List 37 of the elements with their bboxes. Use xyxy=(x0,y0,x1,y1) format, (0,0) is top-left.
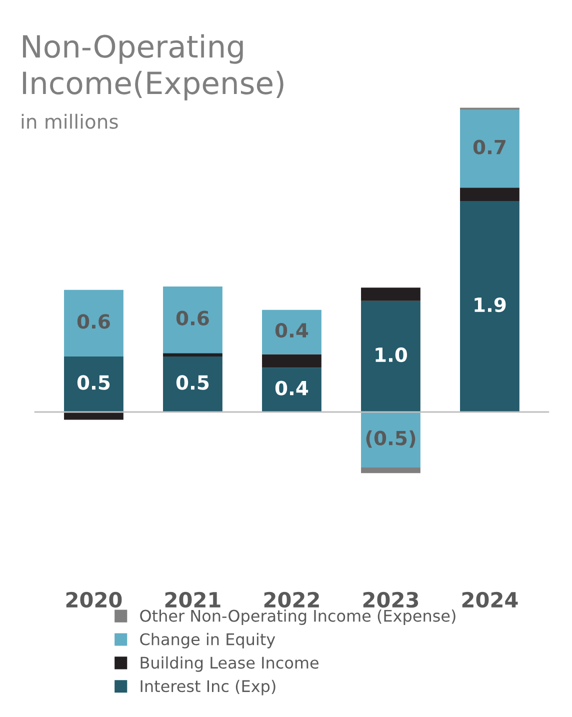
bar xyxy=(361,288,420,301)
bar xyxy=(460,110,520,188)
data-label: (0.5) xyxy=(366,430,416,448)
bar xyxy=(361,412,420,468)
bar xyxy=(361,468,420,474)
x-tick-label: 2024 xyxy=(462,592,518,608)
bar xyxy=(262,368,322,412)
bar xyxy=(163,353,222,356)
data-label: 0.5 xyxy=(77,375,110,390)
data-label: 0.4 xyxy=(275,322,308,338)
data-label: 0.4 xyxy=(275,380,308,396)
legend-label: Building Lease Income xyxy=(140,656,318,672)
chart-title: Non-Operating Income(Expense) xyxy=(23,34,284,100)
legend-label: Other Non-Operating Income (Expense) xyxy=(140,609,456,625)
legend-label: Interest Inc (Exp) xyxy=(140,680,276,696)
bar xyxy=(460,200,520,412)
bar xyxy=(163,356,222,412)
bar xyxy=(361,300,420,412)
x-tick-label: 2023 xyxy=(363,592,418,608)
data-label: 0.6 xyxy=(77,314,110,329)
bar xyxy=(262,310,322,354)
data-label: 1.0 xyxy=(376,347,408,362)
chart-subtitle: in millions xyxy=(22,114,118,129)
bar xyxy=(460,188,520,201)
x-tick-label: 2022 xyxy=(264,592,319,608)
legend-label: Change in Equity xyxy=(140,632,276,648)
data-label: 0.5 xyxy=(176,375,209,390)
bar xyxy=(262,354,322,368)
bar xyxy=(64,290,124,356)
data-label: 1.9 xyxy=(474,297,506,312)
x-tick-label: 2021 xyxy=(165,592,220,608)
data-label: 0.6 xyxy=(176,310,209,326)
bar xyxy=(163,286,222,354)
bar xyxy=(64,356,124,412)
bar xyxy=(64,412,124,420)
data-label: 0.7 xyxy=(473,140,506,154)
x-tick-label: 2020 xyxy=(66,592,122,608)
